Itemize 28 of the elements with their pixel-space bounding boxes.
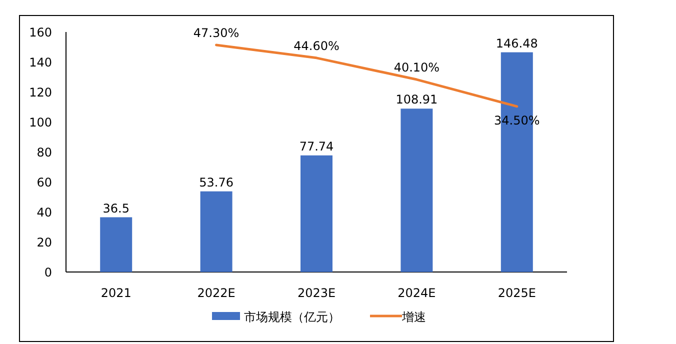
data-label: 146.48: [496, 36, 538, 50]
y-tick-label: 20: [36, 236, 52, 250]
data-label: 77.74: [299, 139, 334, 154]
x-tick-label: 2023E: [297, 286, 336, 300]
bar: [300, 155, 332, 272]
data-label: 40.10%: [394, 60, 440, 75]
y-tick-label: 120: [29, 86, 52, 100]
x-tick-label: 2024E: [398, 286, 436, 300]
legend-label: 增速: [401, 310, 426, 324]
legend-label: 市场规模（亿元）: [244, 310, 340, 324]
y-tick-label: 40: [36, 206, 52, 220]
y-tick-label: 80: [36, 146, 52, 160]
x-tick-label: 2022E: [197, 286, 236, 300]
y-tick-label: 60: [36, 176, 52, 190]
data-label: 53.76: [199, 175, 234, 190]
data-label: 44.60%: [294, 38, 340, 53]
bar: [400, 108, 433, 272]
data-label: 36.5: [102, 201, 130, 216]
bar: [100, 217, 132, 272]
y-tick-label: 100: [29, 116, 52, 130]
y-tick-label: 0: [44, 266, 52, 280]
bar: [200, 191, 232, 272]
data-label: 47.30%: [193, 26, 240, 40]
data-label: 108.91: [396, 92, 438, 107]
x-tick-label: 2025E: [498, 286, 536, 300]
y-tick-label: 140: [29, 56, 52, 70]
x-tick-label: 2021: [100, 286, 132, 300]
y-tick-label: 160: [29, 26, 52, 40]
